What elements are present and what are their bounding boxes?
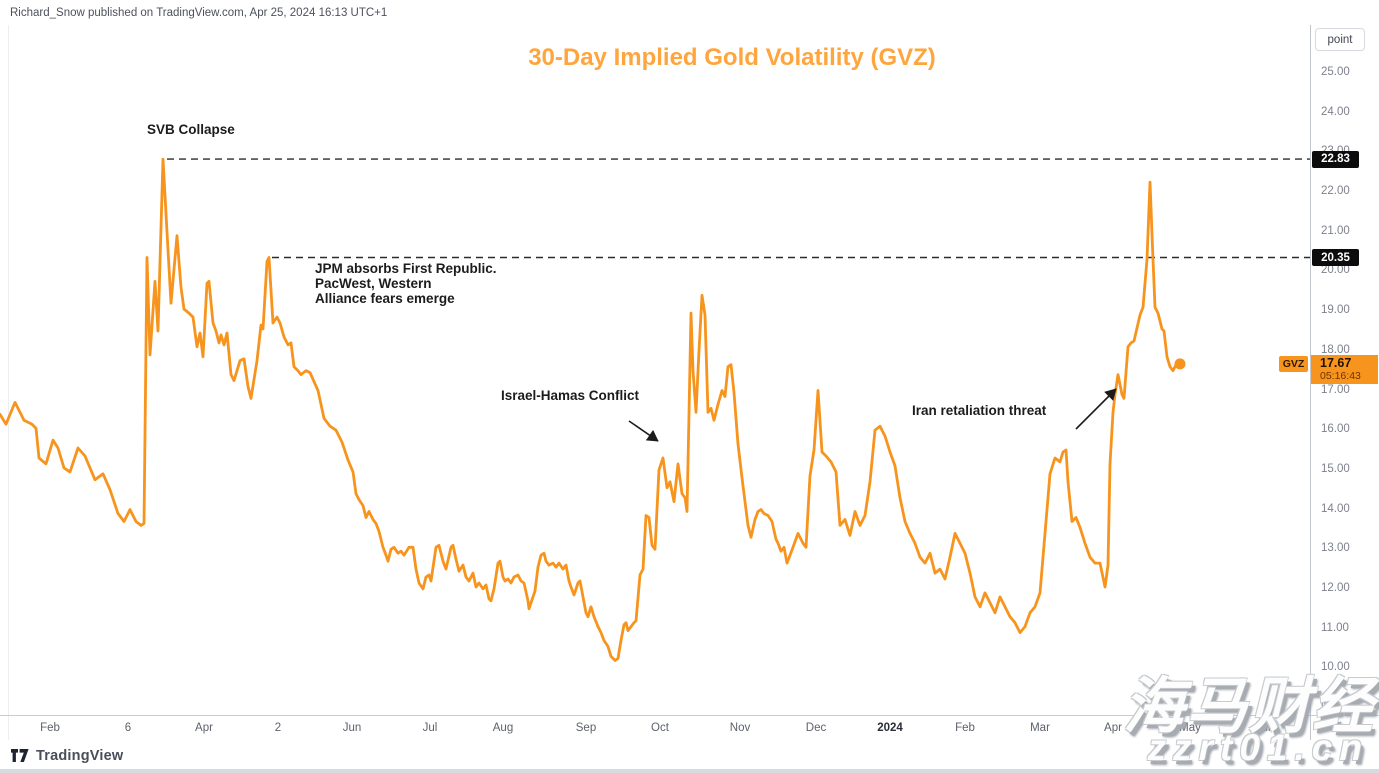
gvz-series-line xyxy=(0,157,1181,662)
time-tick: Apr xyxy=(1104,722,1122,734)
price-tick: 18.00 xyxy=(1321,343,1350,356)
time-tick: Nov xyxy=(729,722,751,734)
annotation-jpm-line3: Alliance fears emerge xyxy=(315,291,455,306)
time-tick: Aug xyxy=(492,722,514,734)
time-scale[interactable]: Feb 6 Apr 2 Jun Jul Aug Sep Oct Nov Dec 2024 Feb Mar A… xyxy=(0,716,1310,741)
price-scale[interactable]: point 17.67 05:16:43 GVZ 25.0024.0023.00… xyxy=(1279,0,1379,773)
price-tick: 15.00 xyxy=(1321,462,1350,475)
tradingview-brand-text: TradingView xyxy=(36,748,124,764)
price-tick: 21.00 xyxy=(1321,224,1350,237)
time-tick: Mar xyxy=(1030,722,1050,734)
watermark-url: zzrt01.cn xyxy=(1147,727,1369,768)
iran-threat-arrow xyxy=(1075,388,1117,430)
bottom-edge-bar xyxy=(0,769,1379,773)
gvz-countdown: 05:16:43 xyxy=(1320,369,1361,382)
key-level-badge: 20.35 xyxy=(1312,249,1359,267)
price-tick: 17.00 xyxy=(1321,383,1350,396)
israel-hamas-arrow xyxy=(628,420,659,442)
chart-left-border xyxy=(8,25,9,740)
time-tick: Oct xyxy=(651,722,669,734)
price-tick: 20.00 xyxy=(1321,264,1350,277)
time-tick: 6 xyxy=(124,722,132,734)
price-tick: 24.00 xyxy=(1321,105,1350,118)
chart-title: 30-Day Implied Gold Volatility (GVZ) xyxy=(528,44,936,71)
last-value-dot xyxy=(1174,358,1186,370)
gvz-price-badge: 17.67 05:16:43 xyxy=(1311,354,1378,384)
price-tick: 12.00 xyxy=(1321,581,1350,594)
price-tick: 9.00 xyxy=(1321,701,1344,713)
time-tick: Jun xyxy=(342,722,362,734)
time-tick: Dec xyxy=(805,722,827,734)
tradingview-logo-icon[interactable] xyxy=(11,749,33,764)
time-tick: Jul xyxy=(422,722,438,734)
annotation-svb-collapse: SVB Collapse xyxy=(147,122,235,137)
time-tick: 2 xyxy=(274,722,282,734)
price-tick: 19.00 xyxy=(1321,304,1350,317)
price-tick: 14.00 xyxy=(1321,502,1350,515)
price-axis-border xyxy=(1310,25,1311,740)
time-tick: Sep xyxy=(575,722,597,734)
time-tick: May xyxy=(1179,722,1201,734)
time-tick: 2024 xyxy=(877,722,903,734)
annotation-jpm-first-republic: JPM absorbs First Republic. PacWest, Wes… xyxy=(315,261,497,306)
gvz-symbol-tag: GVZ xyxy=(1279,355,1308,372)
key-level-badge: 22.83 xyxy=(1312,150,1359,168)
time-tick: Apr xyxy=(195,722,213,734)
price-tick: 16.00 xyxy=(1321,423,1350,436)
attribution-text: Richard_Snow published on TradingView.co… xyxy=(10,7,388,19)
price-scale-unit-button[interactable]: point xyxy=(1315,28,1365,51)
annotation-jpm-line2: PacWest, Western xyxy=(315,276,432,291)
price-tick: 13.00 xyxy=(1321,542,1350,555)
time-tick: Feb xyxy=(955,722,975,734)
annotation-iran-retaliation: Iran retaliation threat xyxy=(912,403,1047,418)
watermark-cjk: 海马财经 xyxy=(1122,672,1375,740)
time-tick: Jun xyxy=(1255,722,1275,734)
price-tick: 25.00 xyxy=(1321,66,1350,78)
time-tick: Feb xyxy=(40,722,60,734)
annotation-jpm-line1: JPM absorbs First Republic. xyxy=(315,261,497,276)
gvz-last-price: 17.67 xyxy=(1320,355,1352,370)
footer-toolbar: TradingView xyxy=(0,742,1379,769)
price-tick: 11.00 xyxy=(1321,621,1349,634)
time-axis-border xyxy=(0,715,1379,716)
annotation-israel-hamas: Israel-Hamas Conflict xyxy=(501,388,640,403)
price-tick: 22.00 xyxy=(1321,185,1350,198)
key-level-dashed-lines xyxy=(167,158,1310,259)
price-tick: 10.00 xyxy=(1321,661,1350,674)
